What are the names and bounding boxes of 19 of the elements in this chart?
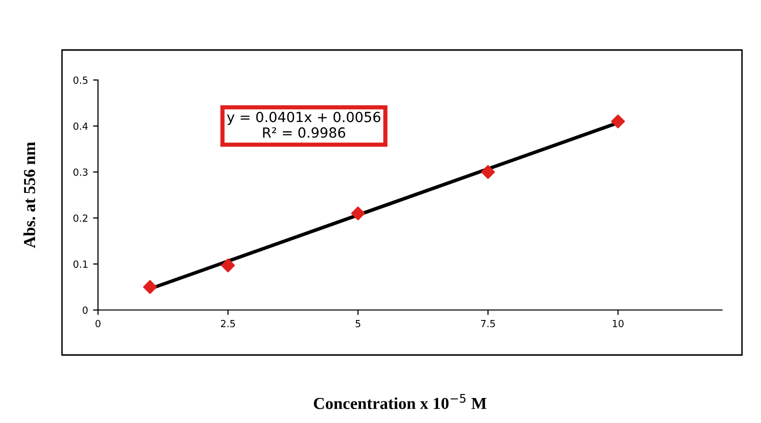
y-tick-label: 0.1 xyxy=(73,260,88,268)
y-tick-label: 0.4 xyxy=(73,122,88,130)
x-tick-label: 2.5 xyxy=(220,320,235,328)
point xyxy=(351,206,365,220)
x-tick-label: 10 xyxy=(612,320,624,328)
annotation: y = 0.0401x + 0.0056 R² = 0.9986 xyxy=(227,112,380,138)
point xyxy=(143,280,157,294)
x-tick-label: 7.5 xyxy=(481,320,495,328)
point xyxy=(481,165,495,179)
point xyxy=(611,114,625,128)
point xyxy=(221,258,235,272)
y-tick-label: 0.2 xyxy=(73,214,88,222)
y-tick-label: 0.5 xyxy=(73,76,88,84)
x-axis-title: Concentration x 10$^{−5}$ M xyxy=(314,394,486,410)
y-tick-label: 0.3 xyxy=(73,168,88,176)
x-tick-label: 5 xyxy=(356,320,360,328)
y-axis-title: Abs. at 556 nm xyxy=(23,142,36,248)
x-tick-label: 0 xyxy=(96,320,100,328)
y-tick-label: 0 xyxy=(82,306,88,314)
